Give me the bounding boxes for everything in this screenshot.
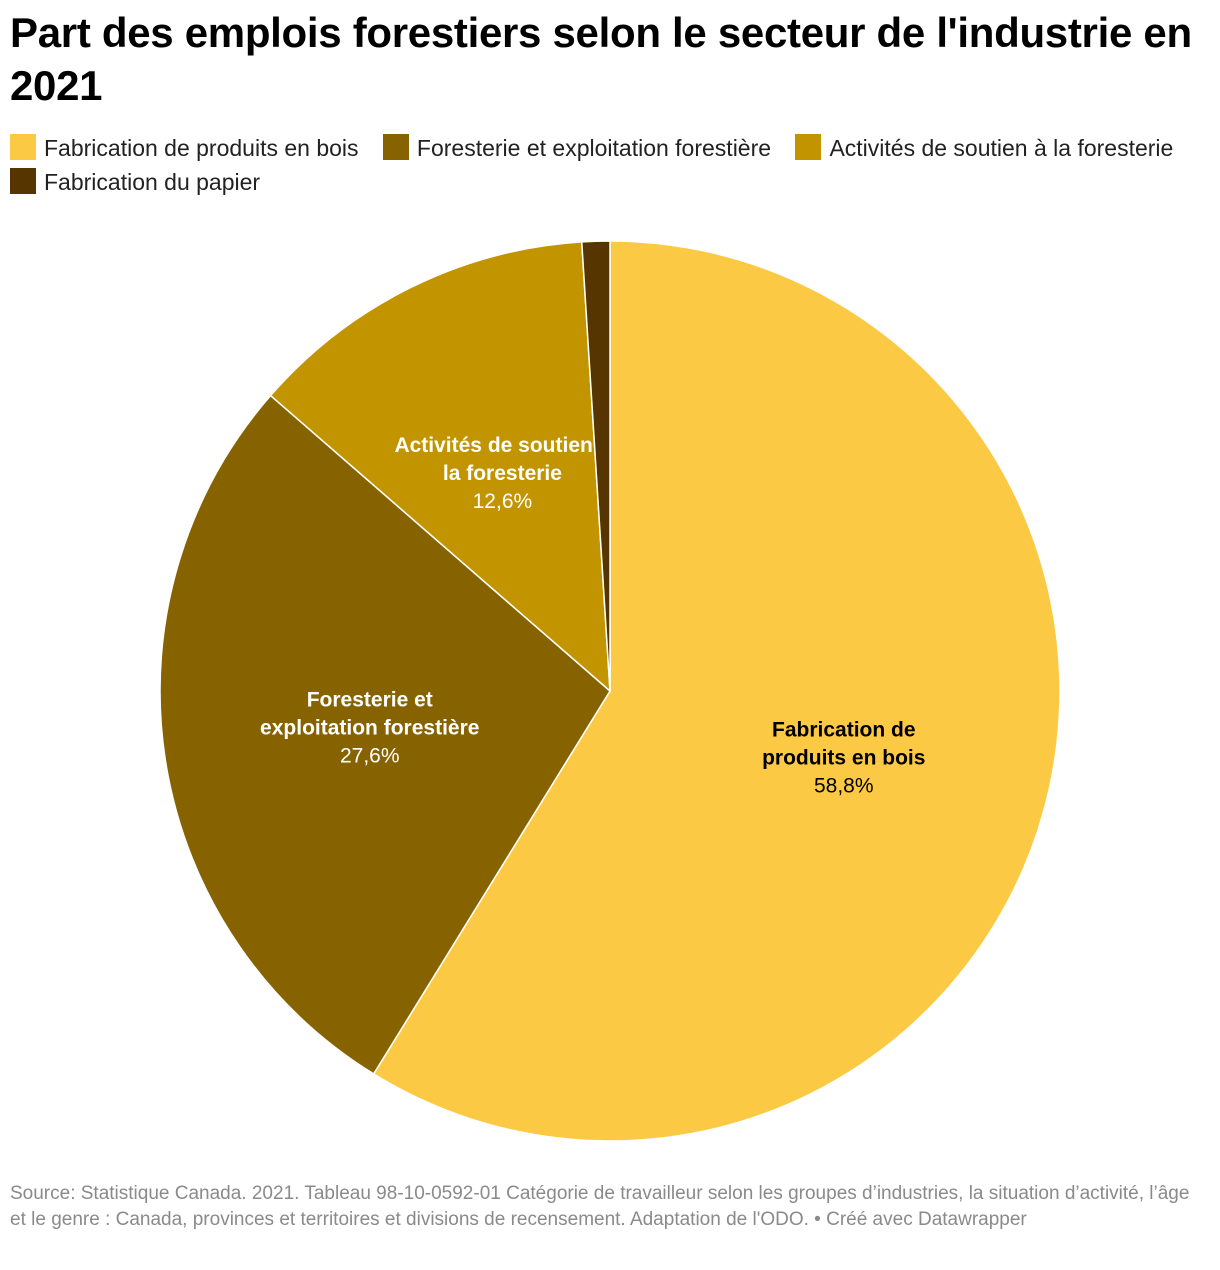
legend-swatch — [10, 134, 36, 160]
legend-item-foresterie: Foresterie et exploitation forestière — [382, 131, 772, 165]
slice-value-fabrication-de-produits-en-bois: 58,8% — [814, 774, 874, 797]
legend-swatch — [382, 134, 409, 160]
source-note: Source: Statistique Canada. 2021. Tablea… — [10, 1183, 1190, 1230]
legend-label: Fabrication de produits en bois — [44, 135, 359, 161]
legend-item-bois: Fabrication de produits en bois — [10, 131, 359, 165]
legend-swatch — [795, 134, 822, 160]
slice-label-foresterie-et-exploitation-forestiere: Foresterie et exploitation forestière 27,6… — [260, 689, 479, 768]
chart-title: Part des emplois forestiers selon le sec… — [10, 9, 1192, 109]
pie-slice-fabrication-du-papier — [580, 240, 611, 692]
slice-value-foresterie-et-exploitation-forestiere: 27,6% — [340, 745, 400, 768]
legend-label: Fabrication du papier — [44, 169, 261, 195]
slice-label-fabrication-de-produits-en-bois: Fabrication de produits en bois 58,8% — [762, 718, 925, 797]
legend-item-papier: Fabrication du papier — [10, 165, 260, 199]
legend-label: Foresterie et exploitation forestière — [416, 135, 772, 161]
pie-slice-activites-de-soutien-a-la-foresterie — [269, 241, 611, 693]
pie-slice-fabrication-de-produits-en-bois — [372, 240, 1061, 1142]
legend-item-soutien: Activités de soutien à la foresterie — [795, 131, 1173, 165]
slice-value-activites-de-soutien-a-la-foresterie: 12,6% — [473, 490, 533, 513]
legend-swatch — [10, 168, 36, 194]
slice-label-activites-de-soutien-a-la-foresterie: Activités de soutien à la foresterie 12,6% — [394, 434, 610, 513]
legend-label: Activités de soutien à la foresterie — [829, 135, 1174, 161]
chart-legend: Fabrication de produits en bois Forester… — [10, 131, 1210, 199]
pie-chart: Fabrication de produits en bois 58,8% Fores… — [159, 240, 1061, 1142]
pie-slice-foresterie-et-exploitation-forestiere — [159, 394, 611, 1075]
